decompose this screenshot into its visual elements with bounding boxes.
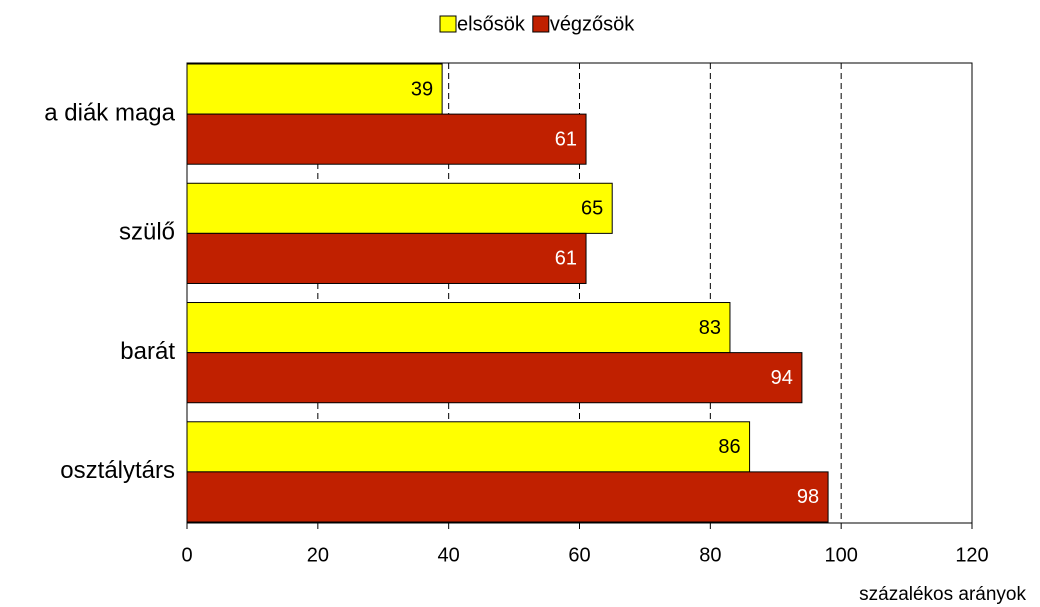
x-tick-label: 120 (955, 544, 988, 566)
y-tick-label: a diák maga (44, 99, 175, 126)
value-label: 61 (555, 248, 577, 270)
y-tick-label: szülő (119, 219, 175, 246)
value-label: 61 (555, 128, 577, 150)
x-tick-label: 60 (568, 544, 590, 566)
bar (186, 232, 587, 284)
bar (186, 113, 587, 165)
bar (186, 302, 731, 354)
bar (186, 182, 613, 234)
value-label: 39 (411, 78, 433, 100)
y-tick-label: osztálytárs (60, 457, 175, 484)
legend-swatch (439, 15, 457, 33)
plot-border (186, 62, 973, 524)
legend-swatch (532, 15, 550, 33)
y-tick-label: barát (120, 338, 175, 365)
x-tick-label: 40 (438, 544, 460, 566)
bar (186, 352, 803, 404)
value-label: 86 (718, 436, 740, 458)
value-label: 94 (771, 367, 793, 389)
x-tick-label: 0 (181, 544, 192, 566)
legend-label: elsősök (457, 13, 526, 35)
bar (186, 471, 829, 523)
x-tick-label: 100 (824, 544, 857, 566)
legend-label: végzősök (550, 13, 635, 35)
x-tick-label: 20 (307, 544, 329, 566)
value-label: 65 (581, 198, 603, 220)
x-axis-label: százalékos arányok (859, 584, 1026, 605)
bar (186, 63, 443, 115)
value-label: 83 (699, 317, 721, 339)
bar (186, 421, 751, 473)
value-label: 98 (797, 486, 819, 508)
x-tick-label: 80 (699, 544, 721, 566)
